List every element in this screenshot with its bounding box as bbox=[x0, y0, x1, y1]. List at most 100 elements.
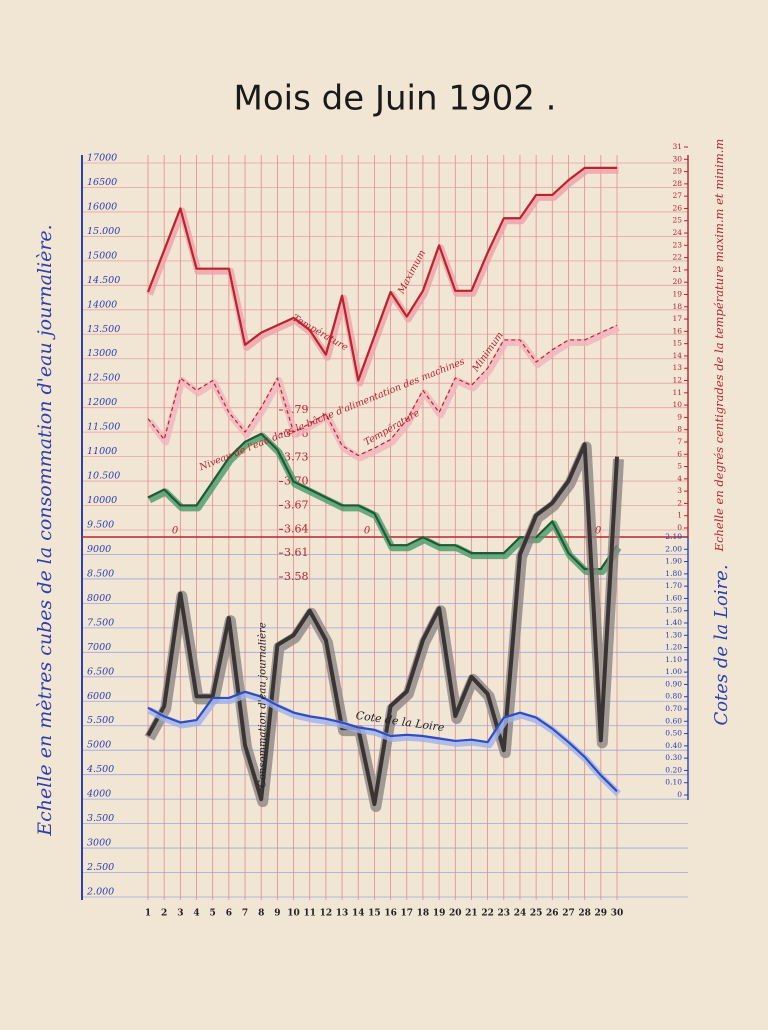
x-tick-label: 16 bbox=[384, 909, 397, 919]
y2-tick-label: 26 bbox=[672, 203, 682, 212]
y3-tick-label: 1.30 bbox=[665, 630, 682, 639]
x-tick-label: 7 bbox=[242, 909, 248, 919]
y-tick-label: 16500 bbox=[87, 177, 117, 188]
y2-tick-label: 7 bbox=[677, 437, 682, 446]
y2-tick-label: 18 bbox=[672, 302, 682, 311]
y2-tick-label: 30 bbox=[672, 154, 682, 163]
y-tick-label: 4000 bbox=[86, 789, 111, 800]
y2-tick-label: 16 bbox=[672, 326, 682, 335]
x-tick-label: 6 bbox=[226, 909, 232, 919]
x-tick-label: 18 bbox=[417, 909, 430, 919]
y2-tick-label: 25 bbox=[672, 216, 682, 225]
x-tick-label: 28 bbox=[578, 909, 591, 919]
x-tick-label: 20 bbox=[449, 909, 462, 919]
y2-tick-label: 8 bbox=[677, 425, 682, 434]
y-tick-label: 15000 bbox=[87, 250, 117, 261]
y-tick-label: 2.000 bbox=[86, 887, 114, 898]
x-tick-label: 25 bbox=[530, 909, 543, 919]
y3-tick-label: 1.40 bbox=[665, 618, 682, 627]
y2-tick-label: 14 bbox=[672, 351, 682, 360]
annotation: 0 bbox=[172, 526, 179, 537]
y-tick-label: 5000 bbox=[87, 740, 111, 751]
x-tick-label: 30 bbox=[611, 909, 624, 919]
y-tick-label: 13000 bbox=[87, 348, 117, 359]
x-tick-label: 3 bbox=[177, 909, 183, 919]
y2-tick-label: 5 bbox=[677, 462, 682, 471]
y3-tick-label: 1.70 bbox=[665, 581, 682, 590]
y-tick-label: 5.500 bbox=[87, 715, 114, 726]
x-tick-label: 1 bbox=[145, 909, 151, 919]
y3-axis-title: Cotes de la Loire. bbox=[711, 564, 732, 725]
series-line bbox=[146, 442, 619, 807]
series-line bbox=[147, 324, 618, 457]
y2-axis-title: Echelle en degrés centigrades de la temp… bbox=[712, 139, 726, 553]
x-tick-label: 15 bbox=[368, 909, 381, 919]
y-tick-label: 10000 bbox=[87, 495, 117, 506]
y2-tick-label: 0 bbox=[677, 523, 682, 532]
y3-tick-label: 0.30 bbox=[665, 753, 682, 762]
x-tick-label: 22 bbox=[481, 909, 494, 919]
x-tick-label: 12 bbox=[320, 909, 333, 919]
y4-tick-label: 3.64 bbox=[284, 522, 309, 535]
y-tick-label: 14000 bbox=[87, 299, 117, 310]
y2-tick-label: 1 bbox=[677, 511, 682, 520]
y2-tick-label: 13 bbox=[672, 363, 682, 372]
y-tick-label: 12000 bbox=[87, 397, 117, 408]
y3-tick-label: 1.20 bbox=[665, 643, 682, 652]
y-tick-label: 16000 bbox=[87, 201, 117, 212]
y-tick-label: 13.500 bbox=[87, 324, 120, 335]
y-tick-label: 17000 bbox=[87, 153, 117, 164]
x-tick-label: 5 bbox=[210, 909, 216, 919]
x-tick-label: 14 bbox=[352, 909, 365, 919]
x-tick-label: 17 bbox=[400, 909, 413, 919]
y3-tick-label: 0 bbox=[677, 790, 682, 799]
x-tick-label: 23 bbox=[498, 909, 511, 919]
x-tick-label: 21 bbox=[465, 909, 478, 919]
y2-tick-label: 23 bbox=[672, 240, 682, 249]
x-tick-label: 4 bbox=[193, 909, 199, 919]
y2-tick-label: 4 bbox=[677, 474, 682, 483]
series-label: Consommation d'eau journalière bbox=[258, 622, 269, 788]
y-tick-label: 9000 bbox=[87, 544, 111, 555]
y-tick-label: 7000 bbox=[87, 642, 111, 653]
y4-tick-label: 3.58 bbox=[284, 570, 309, 583]
y-tick-label: 14.500 bbox=[87, 275, 120, 286]
x-tick-label: 8 bbox=[258, 909, 264, 919]
y3-tick-label: 2.00 bbox=[665, 544, 682, 553]
chart-title: Mois de Juin 1902 . bbox=[234, 79, 557, 119]
y-tick-label: 11.500 bbox=[87, 422, 120, 433]
y2-tick-label: 27 bbox=[672, 191, 682, 200]
y3-tick-label: 1.00 bbox=[665, 667, 682, 676]
y-tick-label: 10.500 bbox=[87, 471, 120, 482]
y2-tick-label: 28 bbox=[672, 179, 682, 188]
x-tick-label: 2 bbox=[161, 909, 167, 919]
y-tick-label: 8000 bbox=[87, 593, 111, 604]
y-tick-label: 3.500 bbox=[87, 813, 114, 824]
y2-tick-label: 15 bbox=[672, 339, 682, 348]
x-tick-label: 29 bbox=[595, 909, 608, 919]
y3-tick-label: 1.80 bbox=[665, 569, 682, 578]
y3-tick-label: 0.10 bbox=[665, 778, 682, 787]
y2-tick-label: 2 bbox=[677, 498, 682, 507]
y-tick-label: 15.000 bbox=[87, 226, 120, 237]
y-tick-label: 8.500 bbox=[87, 568, 114, 579]
y2-tick-label: 3 bbox=[677, 486, 682, 495]
series-line bbox=[147, 432, 618, 571]
x-tick-label: 26 bbox=[546, 909, 559, 919]
y3-tick-label: 0.90 bbox=[665, 679, 682, 688]
annotation: 0 bbox=[595, 526, 602, 537]
y2-tick-label: 12 bbox=[672, 376, 682, 385]
y3-tick-label: 0.70 bbox=[665, 704, 682, 713]
y3-tick-label: 0.80 bbox=[665, 692, 682, 701]
y3-tick-label: 1.60 bbox=[665, 593, 682, 602]
x-tick-label: 19 bbox=[433, 909, 446, 919]
y2-tick-label: 31 bbox=[672, 142, 682, 151]
y-tick-label: 6.500 bbox=[87, 666, 114, 677]
y2-tick-label: 10 bbox=[672, 400, 682, 409]
y2-tick-label: 22 bbox=[672, 253, 682, 262]
x-tick-label: 10 bbox=[287, 909, 300, 919]
series-halo bbox=[146, 166, 619, 387]
y-tick-label: 9.500 bbox=[87, 520, 114, 531]
y2-tick-label: 19 bbox=[672, 289, 682, 298]
